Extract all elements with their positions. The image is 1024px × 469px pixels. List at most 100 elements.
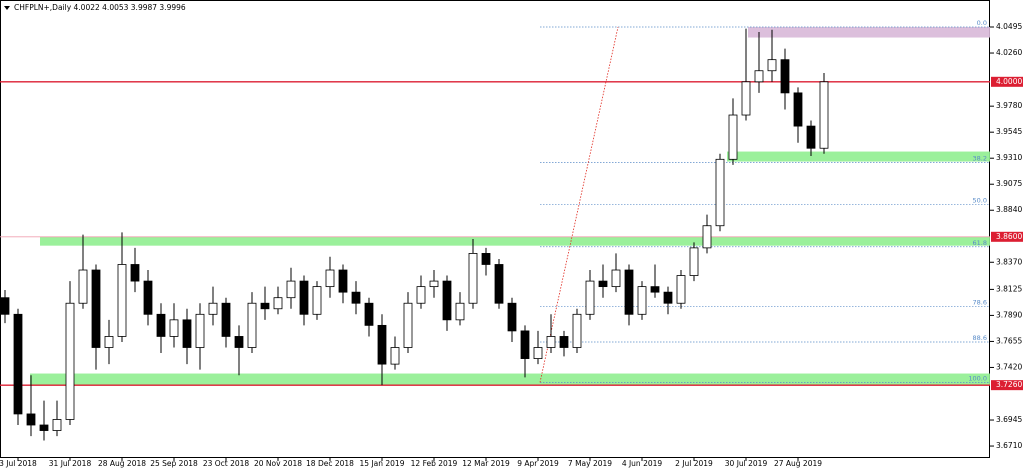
zone — [40, 236, 990, 246]
x-tick-label: 7 May 2019 — [568, 459, 612, 468]
x-tick-label: 31 Jul 2018 — [49, 459, 92, 468]
x-tick-label: 25 Sep 2018 — [150, 459, 198, 468]
fib-label: 38.2 — [973, 155, 987, 163]
candle-body — [390, 347, 400, 365]
candle-body — [533, 347, 543, 359]
fib-label: 88.6 — [973, 334, 987, 342]
candle-body — [208, 302, 218, 315]
x-tick-label: 9 Apr 2019 — [517, 459, 559, 468]
zone — [748, 27, 990, 38]
x-tick-label: 4 Jun 2019 — [622, 459, 663, 468]
y-tick-label: 3.9075 — [996, 179, 1022, 188]
candle-body — [715, 158, 725, 227]
y-tick-label: 4.0260 — [996, 48, 1022, 57]
candle-body — [78, 269, 88, 304]
candle-body — [507, 302, 517, 332]
candle-body — [806, 125, 816, 149]
candle-body — [455, 302, 465, 321]
price-label-box — [991, 231, 1023, 242]
candle-body — [299, 280, 309, 315]
x-tick-label: 12 Mar 2019 — [462, 459, 510, 468]
candle-body — [286, 280, 296, 299]
candle-body — [741, 81, 751, 116]
candle-body — [65, 302, 75, 420]
candle-body — [364, 302, 374, 326]
candle-body — [169, 319, 179, 337]
candle-body — [104, 336, 114, 348]
y-tick-label: 4.0495 — [996, 22, 1022, 31]
candle-body — [156, 313, 166, 337]
fib-label: 50.0 — [973, 197, 987, 205]
menu-arrow — [4, 6, 10, 10]
candle-body — [754, 70, 764, 83]
candle-body — [468, 253, 478, 304]
fib-anchor-line — [539, 26, 619, 383]
candle-body — [325, 269, 335, 288]
candle-body — [637, 286, 647, 315]
candle-body — [611, 269, 621, 288]
candle-body — [273, 297, 283, 310]
candle-body — [650, 286, 660, 293]
candle-body — [481, 253, 491, 265]
candle-body — [416, 286, 426, 304]
price-label: 3.7260 — [996, 380, 1022, 389]
candle-body — [234, 336, 244, 348]
x-tick-label: 12 Feb 2019 — [411, 459, 458, 468]
price-label-box — [991, 76, 1023, 87]
candle-body — [598, 280, 608, 288]
y-tick-label: 3.7655 — [996, 336, 1022, 345]
y-tick-label: 3.9780 — [996, 101, 1022, 110]
x-tick-label: 2 Jul 2019 — [675, 459, 713, 468]
fib-label: 0.0 — [977, 19, 987, 27]
zone — [30, 373, 990, 386]
candle-body — [221, 302, 231, 337]
candle-body — [351, 291, 361, 304]
fib-label: 78.6 — [973, 299, 987, 307]
candle-body — [676, 275, 686, 304]
candle-body — [559, 336, 569, 348]
candle-body — [39, 424, 49, 431]
candle-body — [143, 280, 153, 315]
candle-body — [0, 297, 10, 315]
candle-body — [780, 59, 790, 94]
candle-body — [403, 302, 413, 348]
x-tick-label: 23 Oct 2018 — [203, 459, 250, 468]
candle-body — [702, 225, 712, 249]
candle-body — [767, 59, 777, 72]
chart-title: CHFPLN+,Daily 4.0022 4.0053 3.9987 3.999… — [14, 3, 186, 12]
candle-body — [182, 319, 192, 348]
candle-body — [572, 313, 582, 348]
candle-body — [13, 313, 23, 415]
candle-body — [26, 413, 36, 426]
y-tick-label: 3.7420 — [996, 362, 1022, 371]
candle-body — [52, 419, 62, 431]
x-tick-label: 15 Jan 2019 — [360, 459, 405, 468]
candle-body — [429, 280, 439, 288]
candle-body — [117, 264, 127, 337]
y-tick-label: 3.7890 — [996, 310, 1022, 319]
y-tick-label: 3.9545 — [996, 127, 1022, 136]
candle-body — [793, 92, 803, 127]
candle-body — [624, 269, 634, 315]
x-tick-label: 30 Jul 2019 — [725, 459, 768, 468]
x-tick-label: 20 Nov 2018 — [254, 459, 302, 468]
y-tick-label: 3.8840 — [996, 205, 1022, 214]
candle-body — [247, 302, 257, 348]
fib-label: 61.8 — [973, 239, 987, 247]
price-label-box — [991, 380, 1023, 391]
y-tick-label: 3.8370 — [996, 257, 1022, 266]
y-tick-label: 3.8125 — [996, 284, 1022, 293]
candle-body — [520, 330, 530, 359]
candle-body — [546, 336, 556, 348]
candle-body — [494, 264, 504, 304]
zone — [727, 151, 990, 162]
candle-body — [585, 280, 595, 315]
candle-body — [195, 313, 205, 348]
candle-body — [663, 291, 673, 304]
candle-body — [260, 302, 270, 310]
candle-body — [819, 81, 829, 149]
candle-body — [689, 247, 699, 276]
fib-label: 100.0 — [968, 374, 987, 382]
plot-frame — [0, 0, 990, 458]
